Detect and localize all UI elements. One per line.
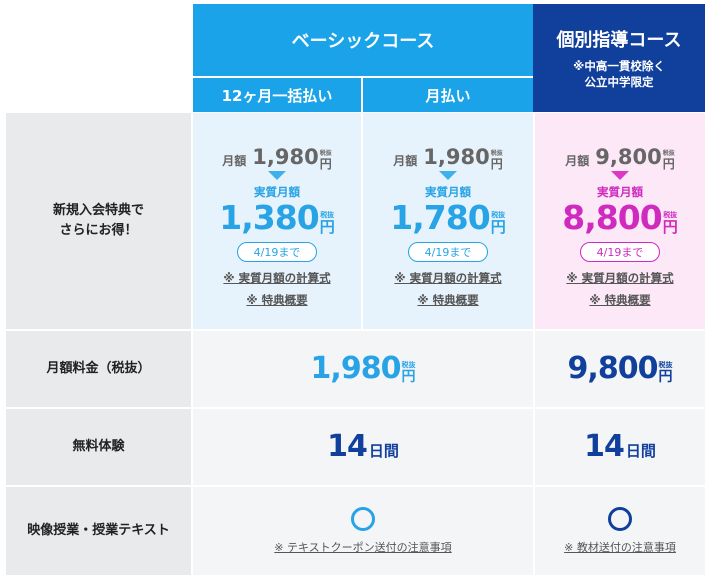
individual-course-note2: 公立中学限定 [584, 75, 654, 89]
base-monthly-price: 月額 1,980 税抜円 [222, 144, 332, 171]
down-arrow-icon [439, 170, 457, 180]
basic-course-header: ベーシックコース [193, 4, 533, 76]
benefit-summary-link[interactable]: ※ 特典概要 [417, 292, 479, 307]
effective-label: 実質月額 [425, 184, 471, 199]
trial-cell-individual: 14 日間 [535, 409, 705, 485]
video-cell-basic: ※ テキストクーポン送付の注意事項 [193, 487, 533, 575]
calc-formula-link[interactable]: ※ 実質月額の計算式 [566, 270, 674, 285]
individual-trial-value: 14 日間 [584, 429, 656, 464]
individual-fee-value: 9,800 税抜円 [567, 351, 673, 386]
campaign-cell-monthly: 月額 1,980 税抜円 実質月額 1,780 税抜円 4/19まで ※ 実質月… [363, 113, 533, 329]
individual-course-title: 個別指導コース [556, 30, 682, 51]
basic-fee-value: 1,980 税抜円 [310, 351, 416, 386]
campaign-cell-individual: 月額 9,800 税抜円 実質月額 8,800 税抜円 4/19まで ※ 実質月… [535, 113, 705, 329]
individual-course-header: 個別指導コース ※中高一貫校除く 公立中学限定 [533, 4, 705, 112]
effective-price: 8,800 税抜円 [562, 197, 678, 237]
video-row-label: 映像授業・授業テキスト [6, 487, 191, 575]
deadline-badge: 4/19まで [237, 241, 317, 262]
fee-cell-individual: 9,800 税抜円 [535, 331, 705, 407]
down-arrow-icon [611, 170, 629, 180]
effective-price: 1,780 税抜円 [390, 197, 506, 237]
benefit-summary-link[interactable]: ※ 特典概要 [246, 292, 308, 307]
effective-label: 実質月額 [597, 184, 643, 199]
calc-formula-link[interactable]: ※ 実質月額の計算式 [223, 270, 331, 285]
down-arrow-icon [268, 170, 286, 180]
campaign-label-line2: さらにお得！ [59, 223, 138, 238]
basic-course-title: ベーシックコース [291, 31, 435, 52]
text-coupon-note-link[interactable]: ※ テキストクーポン送付の注意事項 [274, 541, 452, 554]
circle-available-icon [351, 507, 375, 531]
basic-monthly-header: 月払い [363, 78, 533, 112]
campaign-row-label: 新規入会特典で さらにお得！ [6, 113, 191, 329]
base-monthly-price: 月額 1,980 税抜円 [393, 144, 503, 171]
deadline-badge: 4/19まで [408, 241, 488, 262]
effective-label: 実質月額 [254, 184, 300, 199]
fee-label: 月額料金（税抜） [46, 361, 151, 376]
trial-cell-basic: 14 日間 [193, 409, 533, 485]
material-shipping-note-link[interactable]: ※ 教材送付の注意事項 [564, 541, 676, 554]
campaign-cell-annual: 月額 1,980 税抜円 実質月額 1,380 税抜円 4/19まで ※ 実質月… [193, 113, 361, 329]
basic-trial-value: 14 日間 [327, 429, 399, 464]
fee-row-label: 月額料金（税抜） [6, 331, 191, 407]
basic-annual-header: 12ヶ月一括払い [193, 78, 361, 112]
fee-cell-basic: 1,980 税抜円 [193, 331, 533, 407]
benefit-summary-link[interactable]: ※ 特典概要 [589, 292, 651, 307]
individual-course-note1: ※中高一貫校除く [573, 59, 665, 73]
circle-available-icon [608, 507, 632, 531]
video-cell-individual: ※ 教材送付の注意事項 [535, 487, 705, 575]
trial-row-label: 無料体験 [6, 409, 191, 485]
basic-monthly-label: 月払い [425, 86, 471, 105]
campaign-label-line1: 新規入会特典で [52, 203, 144, 218]
calc-formula-link[interactable]: ※ 実質月額の計算式 [394, 270, 502, 285]
effective-price: 1,380 税抜円 [219, 197, 335, 237]
basic-annual-label: 12ヶ月一括払い [221, 86, 333, 105]
video-label: 映像授業・授業テキスト [27, 523, 170, 538]
base-monthly-price: 月額 9,800 税抜円 [565, 144, 675, 171]
deadline-badge: 4/19まで [580, 241, 660, 262]
trial-label: 無料体験 [72, 439, 125, 454]
